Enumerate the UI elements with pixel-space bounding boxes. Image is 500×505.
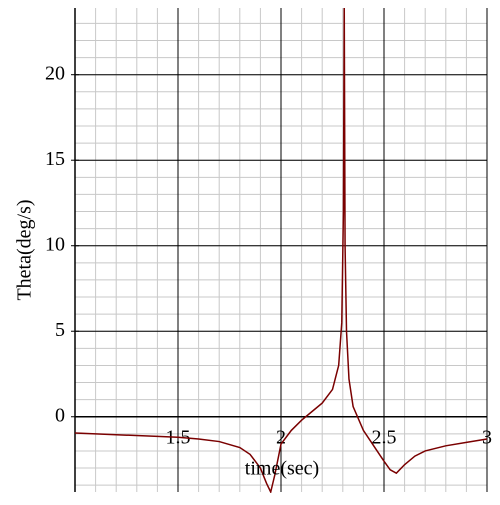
x-tick-label: 2: [276, 426, 286, 448]
plot-area: [75, 8, 488, 493]
x-axis-label: time(sec): [245, 458, 319, 480]
x-tick-label: 3: [482, 426, 492, 448]
y-tick-label: 20: [45, 62, 65, 84]
y-axis-label: Theta(deg/s): [14, 199, 36, 300]
y-tick-label: 10: [45, 233, 65, 255]
y-tick-label: 5: [55, 319, 65, 341]
x-tick-label: 2.5: [372, 426, 397, 448]
data-line: [75, 8, 488, 493]
y-tick-label: 15: [45, 148, 65, 170]
y-tick-label: 0: [55, 404, 65, 426]
